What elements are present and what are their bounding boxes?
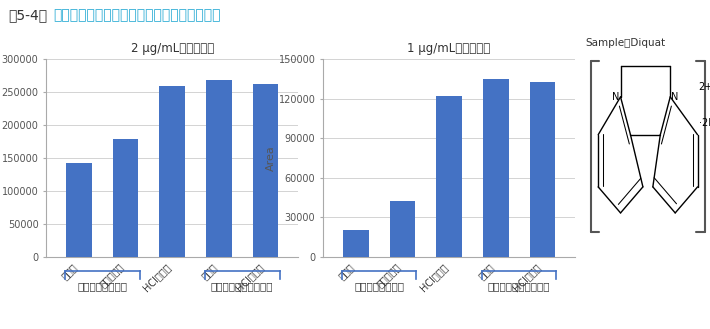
Bar xyxy=(253,84,278,257)
Text: N: N xyxy=(612,92,619,102)
Title: 2 μg/mLでの面積値: 2 μg/mLでの面積値 xyxy=(131,42,214,55)
Text: 図5-4: 図5-4 xyxy=(9,8,48,22)
Y-axis label: Area: Area xyxy=(266,145,275,171)
Text: ·2Br⁻: ·2Br⁻ xyxy=(699,118,710,128)
Title: 1 μg/mLでの面積値: 1 μg/mLでの面積値 xyxy=(408,42,491,55)
Text: N: N xyxy=(672,92,679,102)
Text: Sample：Diquat: Sample：Diquat xyxy=(586,38,666,48)
Text: 2+: 2+ xyxy=(699,82,710,92)
Bar xyxy=(159,86,185,257)
Bar xyxy=(66,163,92,257)
Bar xyxy=(530,82,555,257)
Text: プラスチックバイアル: プラスチックバイアル xyxy=(488,282,550,291)
Bar xyxy=(390,201,415,257)
Text: ガラス製バイアル: ガラス製バイアル xyxy=(77,281,127,291)
Bar xyxy=(343,230,368,257)
Text: プラスチックバイアル: プラスチックバイアル xyxy=(211,281,273,291)
Text: バイアルへの吸着によるピーク面積値の変化: バイアルへの吸着によるピーク面積値の変化 xyxy=(53,8,221,22)
Bar xyxy=(483,79,508,257)
Text: ガラス製バイアル: ガラス製バイアル xyxy=(354,282,404,291)
Bar xyxy=(436,96,462,257)
Bar xyxy=(206,80,231,257)
Bar xyxy=(113,139,138,257)
